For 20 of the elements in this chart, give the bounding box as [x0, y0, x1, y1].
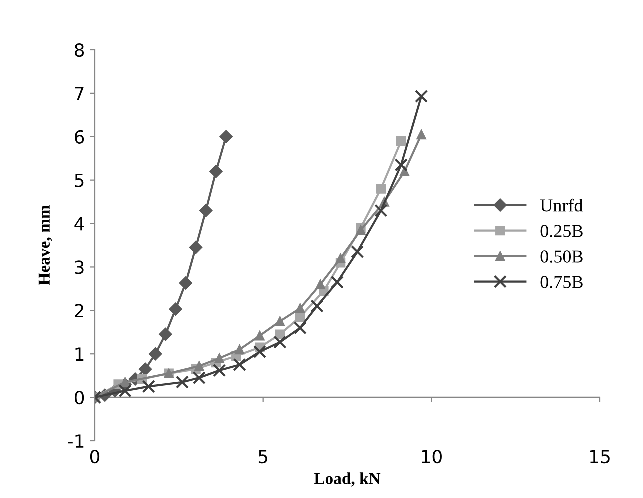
legend-label: Unrfd [540, 198, 584, 212]
legend-label: 0.75B [540, 276, 583, 288]
x-tick-label: 0 [90, 450, 100, 464]
x-tick-label: 5 [258, 450, 268, 464]
x-tick-label: 15 [590, 450, 610, 464]
y-tick-label: 1 [76, 348, 84, 361]
x-tick-label: 10 [422, 450, 442, 464]
y-tick-label: 3 [75, 260, 84, 274]
y-tick-label: 0 [74, 391, 84, 405]
y-tick-label: 5 [75, 174, 84, 188]
y-tick-label: 8 [75, 43, 84, 58]
y-tick-label: -1 [68, 434, 84, 448]
x-axis-title: Load, kN [314, 472, 381, 487]
y-axis-title: Heave, mm [38, 206, 52, 286]
legend-label: 0.25B [540, 225, 583, 238]
y-tick-label: 2 [75, 304, 84, 318]
y-tick-label: 4 [74, 217, 84, 231]
legend-label: 0.50B [540, 250, 583, 263]
y-tick-label: 7 [75, 87, 84, 100]
y-tick-label: 6 [75, 130, 84, 144]
